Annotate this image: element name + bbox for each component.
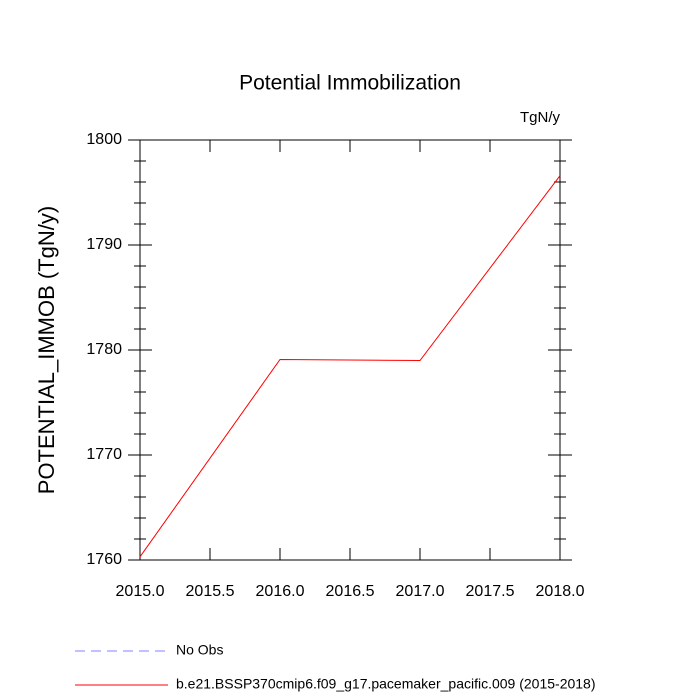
y-axis-label: POTENTIAL_IMMOB (TgN/y) [34,206,59,494]
y-tick-label: 1780 [86,341,122,358]
x-tick-label: 2016.0 [256,583,305,600]
y-tick-label: 1760 [86,551,122,568]
x-tick-label: 2017.5 [466,583,515,600]
x-tick-label: 2016.5 [326,583,375,600]
legend-label: No Obs [176,642,223,658]
x-tick-label: 2015.0 [116,583,165,600]
y-tick-label: 1770 [86,446,122,463]
plot-frame [139,139,561,561]
y-tick-label: 1790 [86,236,122,253]
y-tick-label: 1800 [86,131,122,148]
legend-label: b.e21.BSSP370cmip6.f09_g17.pacemaker_pac… [176,676,596,692]
data-line [139,175,561,558]
x-tick-label: 2015.5 [186,583,235,600]
x-tick-label: 2017.0 [396,583,445,600]
units-label: TgN/y [520,109,561,126]
x-tick-label: 2018.0 [536,583,585,600]
chart-title: Potential Immobilization [239,72,461,95]
